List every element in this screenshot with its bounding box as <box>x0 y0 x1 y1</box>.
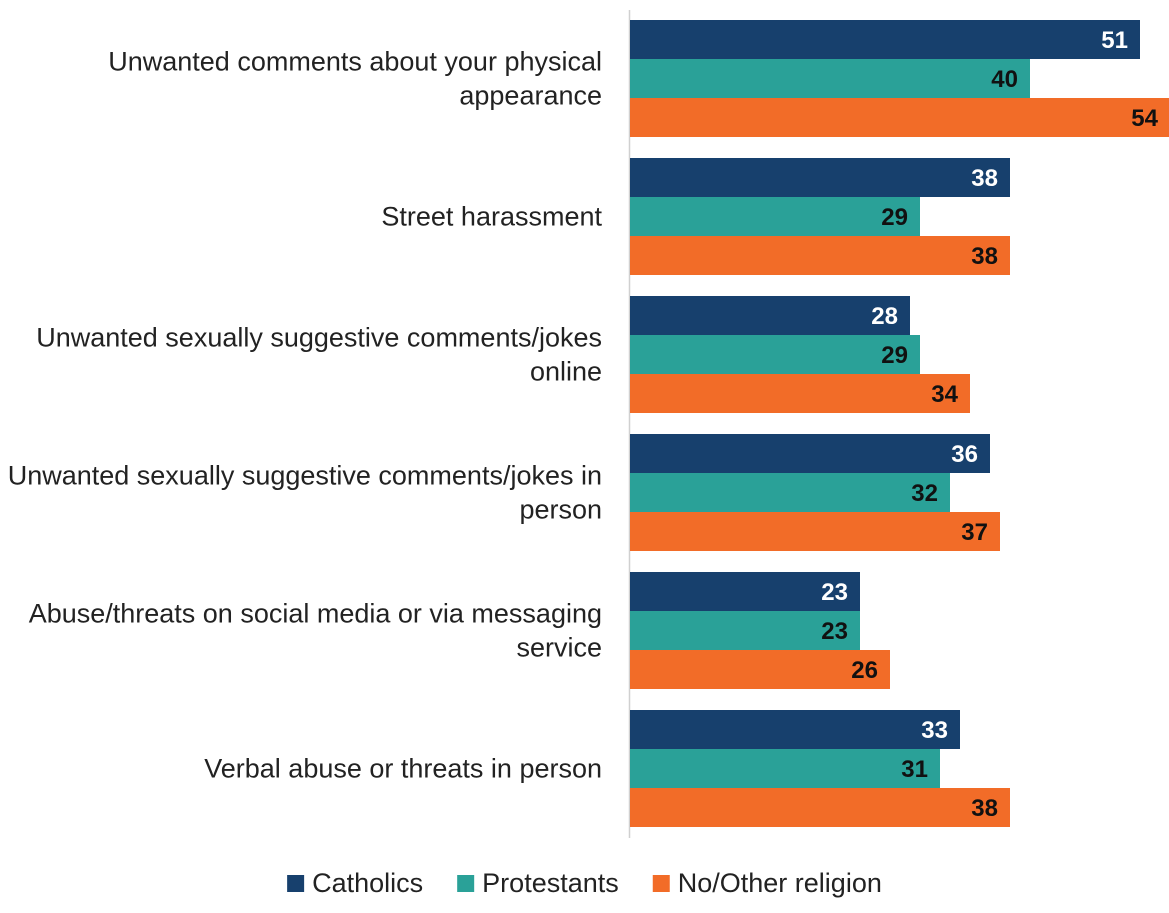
data-label: 32 <box>911 480 938 507</box>
category-label: Unwanted sexually suggestive comments/jo… <box>8 461 602 525</box>
bar-catholics-5 <box>630 710 960 749</box>
bar-no-other-religion-3 <box>630 512 1000 551</box>
legend-label: Catholics <box>312 868 423 898</box>
data-label: 36 <box>951 441 978 468</box>
category-label: Street harassment <box>381 202 602 232</box>
data-label: 29 <box>881 204 908 231</box>
legend-swatch-protestants <box>457 875 475 892</box>
legend-label: Protestants <box>482 868 619 898</box>
data-label: 33 <box>921 717 948 744</box>
data-label: 37 <box>961 519 988 546</box>
data-label: 31 <box>901 756 928 783</box>
data-label: 28 <box>871 303 898 330</box>
bar-catholics-2 <box>630 296 910 335</box>
bar-protestants-5 <box>630 749 940 788</box>
legend-swatch-catholics <box>287 875 305 892</box>
data-label: 23 <box>821 579 848 606</box>
data-label: 26 <box>851 657 878 684</box>
bar-catholics-0 <box>630 20 1140 59</box>
data-label: 38 <box>971 243 998 270</box>
bar-protestants-3 <box>630 473 950 512</box>
bar-protestants-1 <box>630 197 920 236</box>
data-label: 23 <box>821 618 848 645</box>
data-label: 38 <box>971 795 998 822</box>
legend-label: No/Other religion <box>678 868 882 898</box>
bar-no-other-religion-2 <box>630 374 970 413</box>
bar-no-other-religion-0 <box>630 98 1169 137</box>
data-label: 34 <box>931 381 958 408</box>
bar-protestants-2 <box>630 335 920 374</box>
bar-catholics-1 <box>630 158 1010 197</box>
data-label: 40 <box>991 66 1018 93</box>
bar-catholics-3 <box>630 434 990 473</box>
data-label: 29 <box>881 342 908 369</box>
category-label: Verbal abuse or threats in person <box>204 754 602 784</box>
category-labels: Unwanted comments about your physical app… <box>8 47 603 784</box>
category-label: Unwanted comments about your physical app… <box>108 47 602 111</box>
legend-swatch-no-other-religion <box>652 875 670 892</box>
category-label: Unwanted sexually suggestive comments/jo… <box>36 323 602 387</box>
data-label: 51 <box>1101 27 1128 54</box>
bar-no-other-religion-1 <box>630 236 1010 275</box>
legend: Catholics Protestants No/Other religion <box>287 868 882 898</box>
bar-no-other-religion-5 <box>630 788 1010 827</box>
bar-protestants-4 <box>630 611 860 650</box>
bar-protestants-0 <box>630 59 1030 98</box>
data-label: 54 <box>1131 105 1158 132</box>
data-label: 38 <box>971 165 998 192</box>
category-label: Abuse/threats on social media or via mes… <box>29 599 602 663</box>
bar-no-other-religion-4 <box>630 650 890 689</box>
bar-catholics-4 <box>630 572 860 611</box>
